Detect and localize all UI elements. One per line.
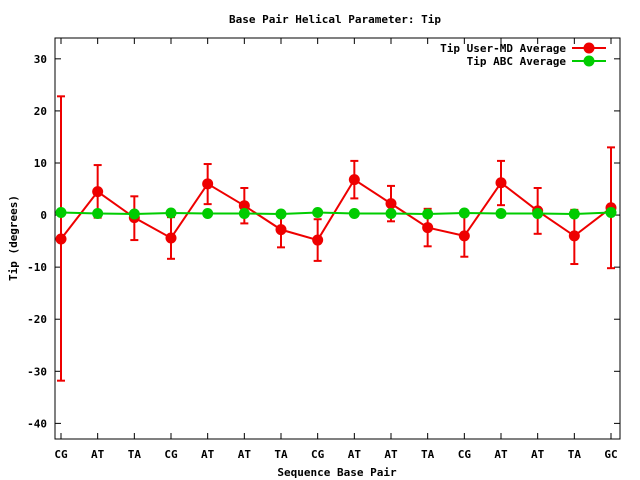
x-tick-label: AT [384, 448, 398, 461]
legend-label-abc: Tip ABC Average [467, 55, 567, 68]
data-point-user-md [202, 178, 214, 190]
data-point-abc [422, 208, 434, 220]
legend-marker-abc [583, 55, 595, 67]
y-tick-label: -20 [27, 313, 47, 326]
x-tick-label: CG [54, 448, 68, 461]
x-tick-label: TA [274, 448, 288, 461]
x-tick-label: TA [568, 448, 582, 461]
y-tick-label: 20 [34, 105, 47, 118]
y-tick-label: 10 [34, 157, 47, 170]
data-point-user-md [238, 200, 250, 212]
data-point-user-md [92, 186, 104, 198]
x-tick-label: AT [531, 448, 545, 461]
x-tick-label: AT [91, 448, 105, 461]
data-point-abc [275, 208, 287, 220]
data-point-abc [92, 208, 104, 220]
data-point-abc [238, 208, 250, 220]
data-point-abc [165, 207, 177, 219]
y-axis-label: Tip (degrees) [7, 195, 20, 281]
x-tick-label: AT [494, 448, 508, 461]
chart-title: Base Pair Helical Parameter: Tip [229, 13, 441, 26]
data-point-user-md [385, 198, 397, 210]
legend-marker-user-md [583, 42, 595, 54]
error-bars [57, 95, 615, 382]
x-tick-label: TA [421, 448, 435, 461]
series-lines [60, 178, 612, 242]
data-point-abc [385, 208, 397, 220]
x-tick-label: GC [604, 448, 617, 461]
x-tick-label: CG [164, 448, 178, 461]
data-point-user-md [348, 174, 360, 186]
legend-label-user-md: Tip User-MD Average [440, 42, 566, 55]
x-tick-label: TA [128, 448, 142, 461]
data-point-user-md [165, 232, 177, 244]
data-point-abc [605, 206, 617, 218]
data-point-user-md [312, 234, 324, 246]
data-point-user-md [495, 177, 507, 189]
data-point-abc [202, 208, 214, 220]
x-tick-label: CG [458, 448, 472, 461]
x-axis: CG AT TA CG AT AT TA CG AT AT TA CG AT AT TA GC [54, 38, 618, 461]
series-line-abc [60, 211, 612, 216]
y-tick-label: 0 [40, 209, 47, 222]
plot-frame [54, 37, 621, 440]
data-point-abc [458, 207, 470, 219]
data-point-user-md [422, 222, 434, 234]
data-point-abc [128, 208, 140, 220]
series-line-user-md [60, 178, 612, 242]
data-point-user-md [458, 230, 470, 242]
data-point-abc [568, 208, 580, 220]
y-tick-label: -40 [27, 417, 47, 430]
x-tick-label: AT [238, 448, 252, 461]
x-tick-label: CG [311, 448, 325, 461]
data-point-user-md [275, 224, 287, 236]
y-tick-label: 30 [34, 53, 47, 66]
data-point-user-md [568, 230, 580, 242]
x-tick-label: AT [348, 448, 362, 461]
data-point-abc [495, 208, 507, 220]
y-tick-label: -30 [27, 365, 47, 378]
data-point-abc [312, 206, 324, 218]
legend: Tip User-MD Average Tip ABC Average [440, 42, 606, 68]
x-tick-label: AT [201, 448, 215, 461]
y-axis: 30 20 10 0 -10 -20 -30 -40 [27, 53, 620, 430]
y-tick-label: -10 [27, 261, 47, 274]
data-point-abc [348, 208, 360, 220]
data-point-user-md [55, 233, 67, 245]
data-point-abc [55, 206, 67, 218]
x-axis-label: Sequence Base Pair [277, 466, 397, 479]
data-points [55, 174, 617, 246]
data-point-abc [532, 208, 544, 220]
